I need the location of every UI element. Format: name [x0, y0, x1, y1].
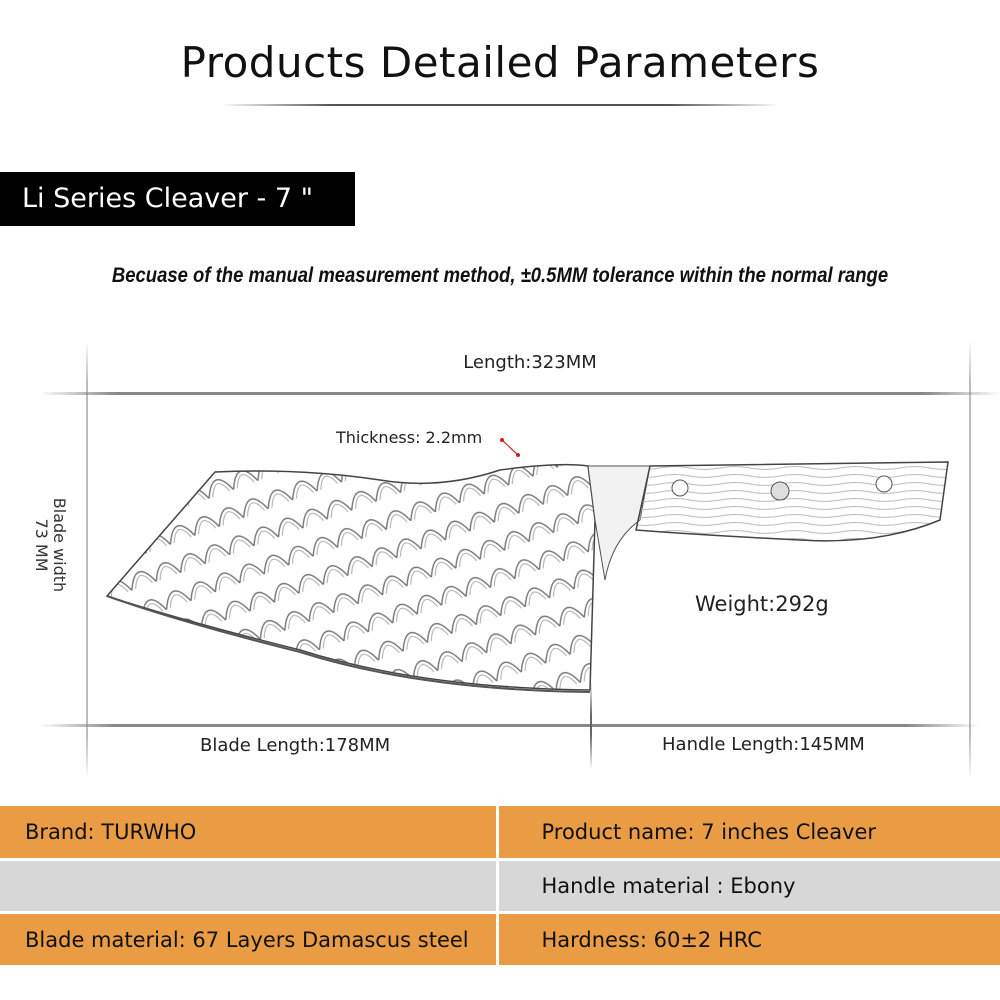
left-guide-line	[86, 340, 88, 780]
spec-row: Brand: TURWHO Product name: 7 inches Cle…	[0, 806, 1000, 858]
blade-handle-divider	[590, 680, 592, 770]
cleaver-illustration	[105, 438, 949, 693]
length-line	[40, 392, 1000, 395]
blade-length-label: Blade Length:178MM	[200, 735, 391, 756]
spec-brand: Brand: TURWHO	[0, 806, 497, 858]
tolerance-note: Becuase of the manual measurement method…	[111, 264, 889, 287]
right-guide-line	[969, 340, 971, 780]
weight-label: Weight:292g	[695, 592, 829, 616]
length-label: Length:323MM	[463, 352, 597, 373]
spec-row: Handle material : Ebony	[0, 861, 1000, 911]
title-divider	[220, 104, 780, 106]
series-label: Li Series Cleaver - 7 "	[0, 172, 355, 226]
spec-blade-material: Blade material: 67 Layers Damascus steel	[0, 914, 497, 965]
thickness-label: Thickness: 2.2mm	[336, 428, 483, 447]
handle-length-label: Handle Length:145MM	[662, 734, 865, 755]
spec-hardness: Hardness: 60±2 HRC	[499, 914, 1000, 965]
spec-handle-material: Handle material : Ebony	[499, 861, 1000, 911]
spec-empty	[0, 861, 497, 911]
handle-drawing	[635, 461, 949, 542]
page-title: Products Detailed Parameters	[180, 38, 820, 87]
spec-row: Blade material: 67 Layers Damascus steel…	[0, 914, 1000, 965]
spec-product-name: Product name: 7 inches Cleaver	[499, 806, 1000, 858]
blade-drawing	[105, 463, 596, 693]
base-line	[40, 724, 980, 727]
thickness-pointer	[500, 438, 520, 457]
